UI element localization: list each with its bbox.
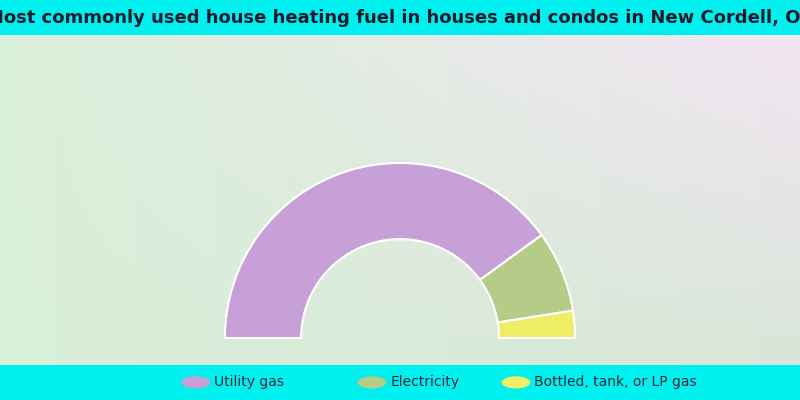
Text: Most commonly used house heating fuel in houses and condos in New Cordell, OK: Most commonly used house heating fuel in… — [0, 9, 800, 26]
Text: Utility gas: Utility gas — [214, 375, 285, 390]
Text: Electricity: Electricity — [390, 375, 459, 390]
Wedge shape — [225, 163, 542, 338]
Ellipse shape — [358, 376, 386, 388]
Text: Bottled, tank, or LP gas: Bottled, tank, or LP gas — [534, 375, 697, 390]
Wedge shape — [498, 311, 575, 338]
Wedge shape — [480, 235, 573, 322]
Ellipse shape — [502, 376, 530, 388]
Ellipse shape — [182, 376, 210, 388]
